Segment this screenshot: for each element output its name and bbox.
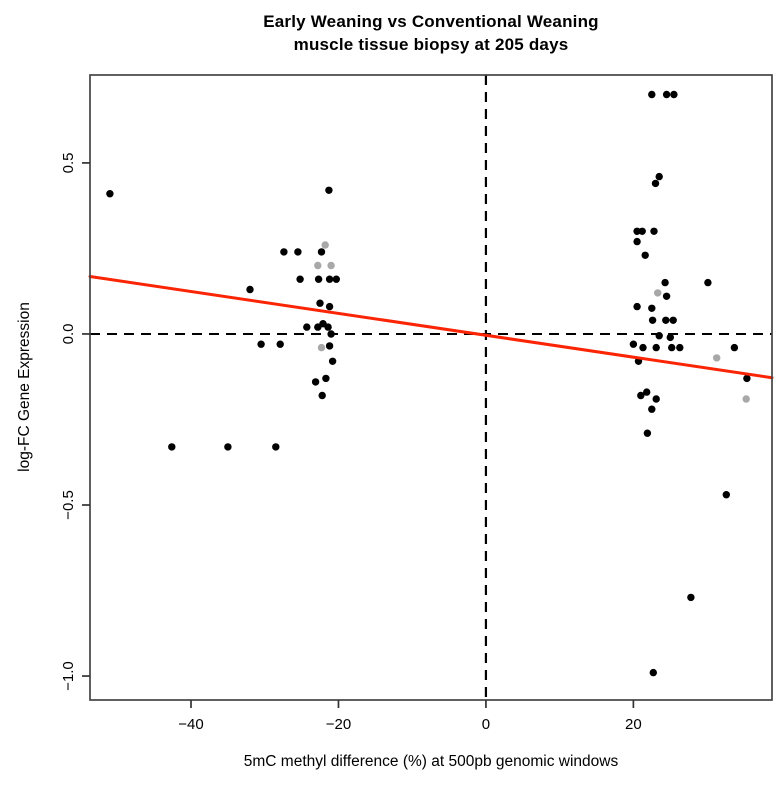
data-point-black	[280, 248, 288, 256]
x-axis-label: 5mC methyl difference (%) at 500pb genom…	[243, 753, 619, 770]
data-point-black	[322, 374, 330, 383]
data-point-black	[294, 248, 302, 256]
data-point-black	[325, 342, 334, 350]
plot-frame	[89, 74, 773, 701]
y-tick-label: −1.0	[60, 661, 77, 691]
data-point-black	[687, 593, 695, 602]
data-point-black	[168, 443, 176, 451]
data-point-black	[639, 343, 647, 352]
data-point-black	[670, 90, 678, 99]
data-point-black	[730, 343, 739, 352]
data-point-black	[648, 316, 657, 324]
data-point-black	[332, 275, 340, 283]
data-point-black	[106, 190, 114, 198]
data-point-black	[633, 302, 641, 311]
data-point-black	[650, 227, 658, 235]
data-point-gray	[327, 261, 335, 270]
x-tick-label: −40	[178, 716, 203, 733]
data-point-black	[314, 275, 323, 283]
data-point-black	[637, 391, 645, 400]
data-point-black	[648, 90, 656, 99]
data-point-gray	[321, 241, 329, 249]
data-point-black	[629, 340, 638, 348]
data-point-black	[651, 179, 660, 188]
data-point-black	[655, 332, 663, 340]
y-tick-label: 0.5	[60, 152, 77, 173]
regression-line	[88, 274, 774, 380]
data-point-black	[303, 323, 311, 331]
data-point-gray	[713, 354, 721, 362]
data-point-black	[655, 172, 663, 181]
data-point-black	[652, 395, 660, 403]
data-point-black	[704, 278, 712, 287]
data-point-black	[257, 340, 265, 348]
data-point-black	[676, 343, 684, 352]
data-point-black	[648, 304, 656, 312]
data-point-gray	[654, 289, 662, 297]
x-tick-label: 0	[482, 716, 490, 733]
data-point-gray	[317, 343, 326, 352]
data-point-black	[649, 668, 657, 677]
data-point-black	[662, 292, 671, 300]
data-point-black	[324, 323, 332, 331]
data-point-black	[246, 285, 254, 294]
data-point-black	[666, 333, 674, 342]
data-point-black	[661, 278, 669, 287]
data-point-black	[328, 357, 337, 365]
data-point-black	[325, 186, 333, 194]
y-tick-label: 0.0	[60, 324, 77, 345]
data-point-black	[638, 227, 646, 235]
data-point-black	[643, 429, 652, 437]
data-point-black	[327, 330, 335, 338]
data-point-black	[633, 227, 641, 235]
data-point-black	[296, 275, 304, 283]
x-tick-label: 20	[625, 716, 642, 733]
data-point-black	[648, 405, 656, 413]
chart-subtitle: muscle tissue biopsy at 205 days	[293, 35, 569, 54]
data-point-black	[325, 302, 334, 311]
data-point-gray	[314, 261, 322, 270]
data-point-black	[722, 491, 730, 499]
data-point-black	[652, 343, 660, 352]
data-point-black	[743, 374, 751, 383]
data-point-black	[633, 237, 641, 246]
chart-title: Early Weaning vs Conventional Weaning	[263, 12, 599, 31]
data-point-black	[316, 299, 324, 307]
data-point-black	[662, 90, 671, 99]
data-point-gray	[742, 395, 750, 403]
data-point-black	[276, 340, 284, 348]
data-point-black	[662, 316, 670, 324]
data-point-black	[641, 251, 649, 259]
data-point-black	[318, 391, 326, 400]
x-tick-label: −20	[326, 716, 351, 733]
data-point-black	[317, 248, 326, 256]
data-point-black	[325, 275, 334, 283]
y-tick-label: −0.5	[60, 490, 77, 520]
data-point-black	[643, 388, 651, 396]
data-point-black	[668, 343, 676, 352]
data-point-black	[311, 378, 320, 386]
data-point-black	[669, 316, 677, 324]
data-point-black	[224, 443, 232, 451]
data-point-black	[272, 443, 280, 451]
